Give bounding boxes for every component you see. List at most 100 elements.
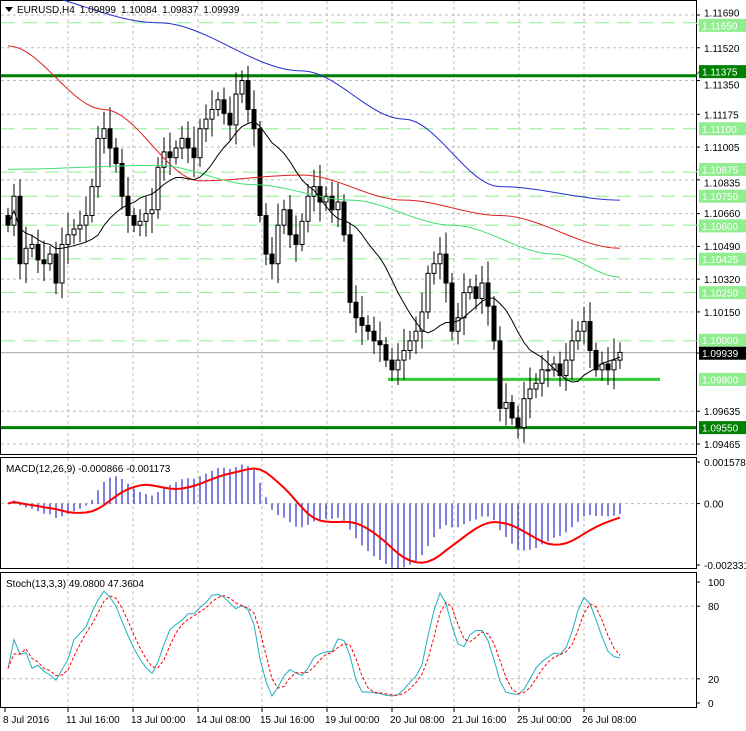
candle[interactable] <box>65 213 71 264</box>
candle[interactable] <box>443 232 449 303</box>
candle[interactable] <box>347 222 353 314</box>
candle[interactable] <box>245 65 251 123</box>
candle[interactable] <box>617 342 623 370</box>
candle[interactable] <box>101 111 107 154</box>
candle[interactable] <box>467 279 473 300</box>
candle[interactable] <box>89 178 95 223</box>
candle[interactable] <box>383 336 389 368</box>
candle[interactable] <box>269 237 275 279</box>
candle[interactable] <box>5 207 11 233</box>
candle[interactable] <box>503 383 509 426</box>
candle[interactable] <box>527 367 533 419</box>
candle-body <box>233 93 239 126</box>
candle[interactable] <box>509 394 515 425</box>
candle[interactable] <box>473 274 479 310</box>
candle[interactable] <box>95 126 101 198</box>
candle[interactable] <box>281 199 287 235</box>
candle[interactable] <box>221 87 227 125</box>
candle[interactable] <box>575 321 581 350</box>
candle[interactable] <box>179 126 185 160</box>
candle[interactable] <box>239 70 245 104</box>
candle[interactable] <box>71 218 77 244</box>
candle[interactable] <box>29 234 35 258</box>
candle[interactable] <box>569 319 575 380</box>
candle[interactable] <box>611 338 617 390</box>
candle[interactable] <box>215 92 221 117</box>
candle[interactable] <box>341 194 347 242</box>
candle[interactable] <box>119 148 125 210</box>
candle[interactable] <box>437 237 443 279</box>
candle[interactable] <box>419 292 425 349</box>
candle[interactable] <box>371 316 377 355</box>
candle[interactable] <box>545 350 551 388</box>
candle[interactable] <box>431 251 437 285</box>
candle[interactable] <box>47 246 53 271</box>
candle[interactable] <box>149 188 155 234</box>
candle[interactable] <box>515 405 521 439</box>
candle[interactable] <box>263 203 269 266</box>
candle[interactable] <box>497 326 503 422</box>
dropdown-triangle-icon[interactable] <box>5 7 13 12</box>
candle[interactable] <box>317 165 323 222</box>
candle[interactable] <box>365 315 371 341</box>
candle[interactable] <box>167 132 173 176</box>
candle[interactable] <box>275 203 281 284</box>
candle[interactable] <box>521 381 527 443</box>
candle[interactable] <box>257 121 263 223</box>
candle[interactable] <box>455 303 461 345</box>
candle[interactable] <box>131 207 137 233</box>
candle[interactable] <box>35 229 41 274</box>
candle[interactable] <box>83 196 89 243</box>
candle[interactable] <box>305 183 311 233</box>
candle[interactable] <box>533 373 539 399</box>
candle[interactable] <box>395 343 401 386</box>
moving-average-red <box>7 45 621 249</box>
candle[interactable] <box>335 182 341 228</box>
candle[interactable] <box>209 90 215 137</box>
candle[interactable] <box>329 181 335 223</box>
candle[interactable] <box>605 347 611 386</box>
candle[interactable] <box>557 351 563 387</box>
candle[interactable] <box>143 196 149 237</box>
candle[interactable] <box>41 240 47 282</box>
candle[interactable] <box>539 355 545 397</box>
candle[interactable] <box>593 342 599 377</box>
candle[interactable] <box>137 208 143 237</box>
candle[interactable] <box>251 90 257 147</box>
candle[interactable] <box>563 343 569 391</box>
candle[interactable] <box>359 296 365 345</box>
candle[interactable] <box>377 321 383 363</box>
candle[interactable] <box>479 266 485 314</box>
candle-body <box>497 340 503 409</box>
candle[interactable] <box>173 140 179 165</box>
candle[interactable] <box>551 356 557 377</box>
candle[interactable] <box>401 328 407 380</box>
candle[interactable] <box>53 241 59 295</box>
candle[interactable] <box>293 215 299 262</box>
candle[interactable] <box>203 104 209 142</box>
candle[interactable] <box>485 261 491 326</box>
candle[interactable] <box>461 273 467 336</box>
candle[interactable] <box>425 265 431 319</box>
candle[interactable] <box>77 210 83 243</box>
candle[interactable] <box>23 226 29 284</box>
candle[interactable] <box>353 285 359 333</box>
candle[interactable] <box>107 107 113 168</box>
candle[interactable] <box>113 138 119 173</box>
candle[interactable] <box>191 126 197 178</box>
candle[interactable] <box>407 330 413 360</box>
candle[interactable] <box>59 227 65 299</box>
candle[interactable] <box>185 121 191 164</box>
macd-signal-line <box>7 467 621 564</box>
candle[interactable] <box>587 302 593 368</box>
candle[interactable] <box>197 118 203 167</box>
candle[interactable] <box>599 351 605 381</box>
candle[interactable] <box>389 347 395 381</box>
candle[interactable] <box>299 213 305 252</box>
candle[interactable] <box>287 195 293 248</box>
candle[interactable] <box>227 96 233 141</box>
candle[interactable] <box>581 306 587 345</box>
candle[interactable] <box>449 272 455 341</box>
candle[interactable] <box>491 296 497 350</box>
